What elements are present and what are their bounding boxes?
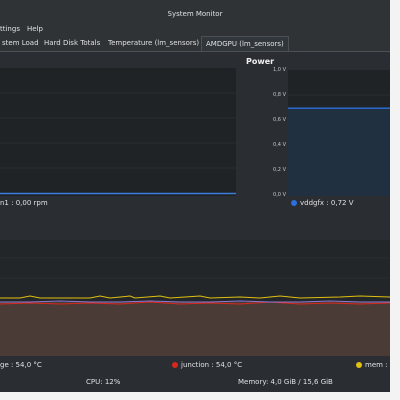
temperature-plot-graph [0,257,390,356]
temperature-fill [0,302,390,356]
sensor-panels: n1 : 0,00 rpm Power 1,0 V 0,8 V 0,6 V 0,… [0,52,390,228]
axis-tick: 0,2 V [273,167,286,173]
desktop-background [390,0,400,400]
power-plot-graph [288,94,390,196]
legend-dot-icon [291,200,297,206]
menu-settings[interactable]: ttings [0,25,20,33]
mem-series-line [0,295,390,299]
fan-legend-label: n1 : 0,00 rpm [0,199,48,207]
axis-tick: 0,4 V [273,142,286,148]
status-bar: CPU: 12% Memory: 4,0 GiB / 15,6 GiB No [0,374,390,392]
tab-amdgpu[interactable]: AMDGPU (lm_sensors) [201,36,289,51]
temperature-plot [0,240,390,356]
legend-dot-icon [356,362,362,368]
mem-legend: mem : 58,0 [356,361,390,369]
legend-dot-icon [172,362,178,368]
tab-hard-disk-totals[interactable]: Hard Disk Totals [44,39,101,47]
title-bar: System Monitor [0,0,390,22]
fan-legend: n1 : 0,00 rpm [0,199,48,207]
axis-tick: 0,0 V [273,192,286,198]
junction-series-line [0,301,390,305]
edge-legend-label: ge : 54,0 °C [0,361,42,369]
tab-bar: stem Load Hard Disk Totals Temperature (… [0,36,390,52]
power-plot [288,70,390,196]
menu-bar: ttings Help [0,22,390,36]
status-cpu: CPU: 12% [86,378,121,386]
tab-temperature[interactable]: Temperature (lm_sensors) [108,39,200,47]
fan-plot [0,68,236,196]
desktop-background [0,392,400,400]
window-title: System Monitor [167,10,223,18]
junction-legend: junction : 54,0 °C [172,361,242,369]
fan-plot-graph [0,92,236,195]
power-series-fill [288,108,390,196]
status-memory: Memory: 4,0 GiB / 15,6 GiB [238,378,333,386]
edge-legend: ge : 54,0 °C [0,361,42,369]
tab-system-load[interactable]: stem Load [2,39,39,47]
junction-legend-label: junction : 54,0 °C [181,361,243,369]
edge-series-line [0,300,390,303]
axis-tick: 1,0 V [273,67,286,73]
power-title: Power [246,57,275,66]
menu-help[interactable]: Help [27,25,43,33]
panel-separator [0,228,390,240]
power-legend: vddgfx : 0,72 V [291,199,354,207]
mem-legend-label: mem : 58,0 [365,361,390,369]
axis-tick: 0,6 V [273,117,286,123]
system-monitor-window: System Monitor ttings Help stem Load Har… [0,0,390,392]
power-legend-label: vddgfx : 0,72 V [300,199,354,207]
axis-tick: 0,8 V [273,92,286,98]
